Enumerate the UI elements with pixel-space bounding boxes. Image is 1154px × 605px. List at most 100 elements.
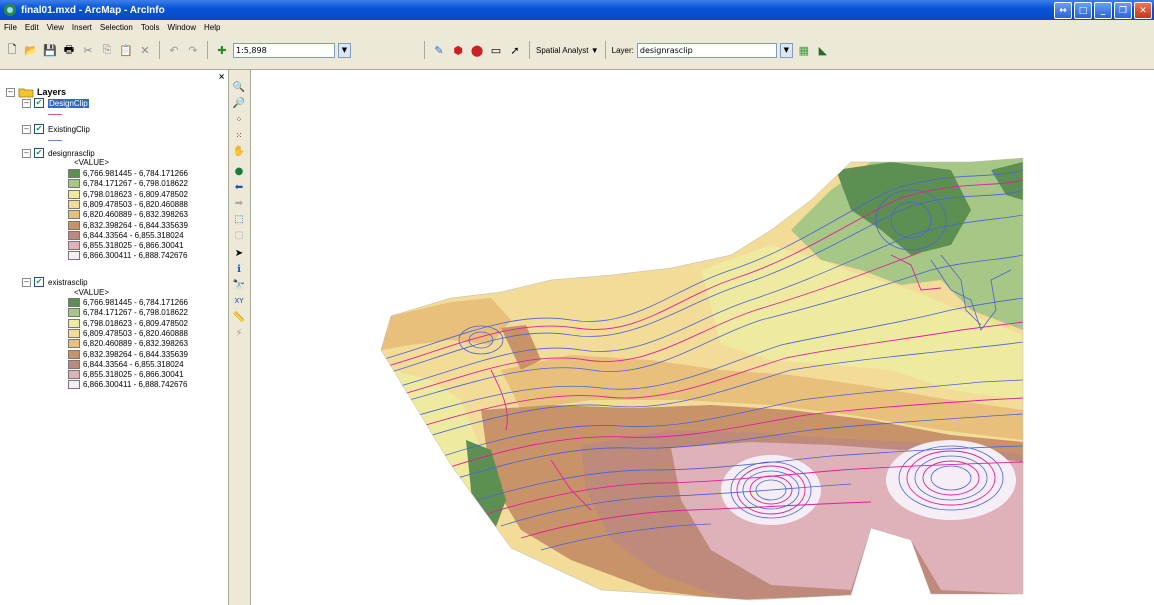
print-icon[interactable]: 🖶: [63, 42, 75, 56]
layer-name[interactable]: existrasclip: [48, 277, 88, 287]
menu-insert[interactable]: Insert: [71, 23, 92, 32]
fixed-zoom-out-icon[interactable]: ⁙: [235, 130, 243, 140]
layer-name[interactable]: ExistingClip: [48, 124, 90, 134]
legend-swatch[interactable]: [68, 380, 80, 390]
map-scale-input[interactable]: 1:5,898: [233, 42, 335, 58]
legend-swatch[interactable]: [68, 169, 80, 178]
layers-root[interactable]: − Layers: [6, 86, 66, 98]
legend-swatch[interactable]: [68, 220, 80, 230]
toc-layer-designrasclip[interactable]: − ✔ designrasclip: [22, 148, 95, 158]
redo-icon[interactable]: ↷: [188, 43, 198, 57]
menu-tools[interactable]: Tools: [140, 23, 160, 32]
arctoolbox-icon[interactable]: ⬢: [453, 43, 463, 57]
legend-swatch[interactable]: [68, 328, 80, 338]
select-features-icon[interactable]: ⬚: [234, 213, 244, 225]
paste-icon[interactable]: 📋: [119, 43, 133, 57]
layer-visibility-checkbox[interactable]: ✔: [34, 277, 44, 287]
legend-class-label: 6,832.398264 - 6,844.335639: [83, 220, 188, 230]
select-elements-icon[interactable]: ➤: [234, 247, 244, 259]
collapse-icon[interactable]: −: [22, 124, 31, 134]
legend-swatch[interactable]: [68, 210, 80, 220]
layers-root-label: Layers: [37, 87, 67, 97]
fixed-zoom-in-icon[interactable]: ⁘: [235, 114, 243, 124]
legend-swatch[interactable]: [68, 349, 80, 359]
go-to-xy-icon[interactable]: XY: [234, 297, 244, 305]
legend-swatch[interactable]: [68, 199, 80, 209]
legend-swatch[interactable]: [68, 241, 80, 251]
legend-class-label: 6,766.981445 - 6,784.171266: [83, 169, 188, 178]
legend-swatch[interactable]: [68, 308, 80, 318]
measure-icon[interactable]: 📏: [232, 311, 246, 323]
cut-icon[interactable]: ✂: [83, 43, 93, 57]
scale-dropdown-button[interactable]: ▼: [338, 42, 351, 58]
legend-class-row: 6,820.460889 - 6,832.398263: [68, 339, 188, 349]
editor-icon[interactable]: ✎: [434, 43, 444, 57]
layer-visibility-checkbox[interactable]: ✔: [34, 148, 44, 158]
legend-class-label: 6,784.171267 - 6,798.018622: [83, 179, 188, 189]
menu-window[interactable]: Window: [167, 23, 196, 32]
full-extent-icon[interactable]: ●: [234, 165, 244, 177]
menu-help[interactable]: Help: [203, 23, 221, 32]
legend-swatch[interactable]: [68, 189, 80, 199]
layer-name[interactable]: designrasclip: [48, 148, 95, 158]
collapse-icon[interactable]: −: [22, 277, 31, 287]
delete-icon[interactable]: ✕: [140, 43, 150, 57]
menu-file[interactable]: File: [4, 23, 17, 32]
maximize-button[interactable]: ❐: [1114, 2, 1132, 19]
layer-visibility-checkbox[interactable]: ✔: [34, 98, 44, 108]
whats-this-icon[interactable]: ➚: [510, 43, 520, 57]
identify-icon[interactable]: ℹ: [237, 263, 241, 275]
layer-label: Layer:: [611, 45, 634, 55]
collapse-icon[interactable]: −: [22, 148, 31, 158]
find-icon[interactable]: 🔭: [232, 279, 246, 291]
layer-dropdown-button[interactable]: ▼: [779, 42, 793, 58]
new-icon[interactable]: 🗋: [7, 42, 17, 56]
pan-icon[interactable]: ✋: [232, 145, 246, 157]
back-icon[interactable]: ⬅: [234, 181, 244, 193]
save-icon[interactable]: 💾: [43, 43, 57, 57]
legend-swatch[interactable]: [68, 359, 80, 369]
layer-name[interactable]: DesignClip: [48, 98, 89, 108]
legend-swatch[interactable]: [68, 179, 80, 189]
add-data-icon[interactable]: ✚: [217, 43, 227, 57]
clear-selection-icon[interactable]: ▢: [234, 229, 244, 241]
zoom-in-icon[interactable]: 🔍: [232, 81, 246, 93]
layer-select[interactable]: designrasclip: [636, 42, 777, 58]
legend-swatch[interactable]: [68, 298, 80, 307]
undo-icon[interactable]: ↶: [169, 43, 179, 57]
toc-layer-designclip[interactable]: − ✔ DesignClip: [22, 98, 89, 108]
toc-layer-existrasclip[interactable]: − ✔ existrasclip: [22, 277, 88, 287]
legend-swatch[interactable]: [68, 339, 80, 349]
forward-icon[interactable]: ➡: [234, 197, 244, 209]
menu-edit[interactable]: Edit: [24, 23, 39, 32]
toolbar-separator: [529, 41, 530, 59]
title-bar: final01.mxd - ArcMap - ArcInfo ↔ □ _ ❐ ✕: [0, 0, 1154, 20]
open-icon[interactable]: 📂: [24, 43, 38, 57]
legend-swatch[interactable]: [68, 251, 80, 261]
contour-map[interactable]: [251, 70, 1154, 605]
restore-icon[interactable]: □: [1074, 2, 1092, 19]
close-icon[interactable]: ×: [218, 72, 225, 81]
arccatalog-icon[interactable]: ⬤: [470, 43, 484, 57]
legend-swatch[interactable]: [68, 318, 80, 328]
map-display[interactable]: [251, 70, 1154, 605]
command-line-icon[interactable]: ▭: [490, 43, 502, 57]
legend-swatch[interactable]: [68, 230, 80, 240]
toc-layer-existingclip[interactable]: − ✔ ExistingClip: [22, 124, 90, 134]
close-button[interactable]: ✕: [1134, 2, 1152, 19]
menu-view[interactable]: View: [46, 23, 64, 32]
menu-selection[interactable]: Selection: [99, 23, 133, 32]
minimize-button[interactable]: _: [1094, 2, 1112, 19]
copy-icon[interactable]: ⎘: [102, 43, 112, 56]
collapse-icon[interactable]: −: [6, 87, 15, 97]
collapse-icon[interactable]: −: [22, 98, 31, 108]
contour-icon[interactable]: ▦: [798, 43, 810, 57]
zoom-out-icon[interactable]: 🔎: [232, 97, 246, 109]
map-scrollbar[interactable]: [1146, 70, 1154, 605]
histogram-icon[interactable]: ◣: [818, 43, 828, 57]
help-icon[interactable]: ↔: [1054, 2, 1072, 19]
legend-swatch[interactable]: [68, 370, 80, 380]
spatial-analyst-menu[interactable]: Spatial Analyst ▼: [536, 45, 599, 55]
hyperlink-icon[interactable]: ⚡: [235, 327, 243, 339]
layer-visibility-checkbox[interactable]: ✔: [34, 124, 44, 134]
